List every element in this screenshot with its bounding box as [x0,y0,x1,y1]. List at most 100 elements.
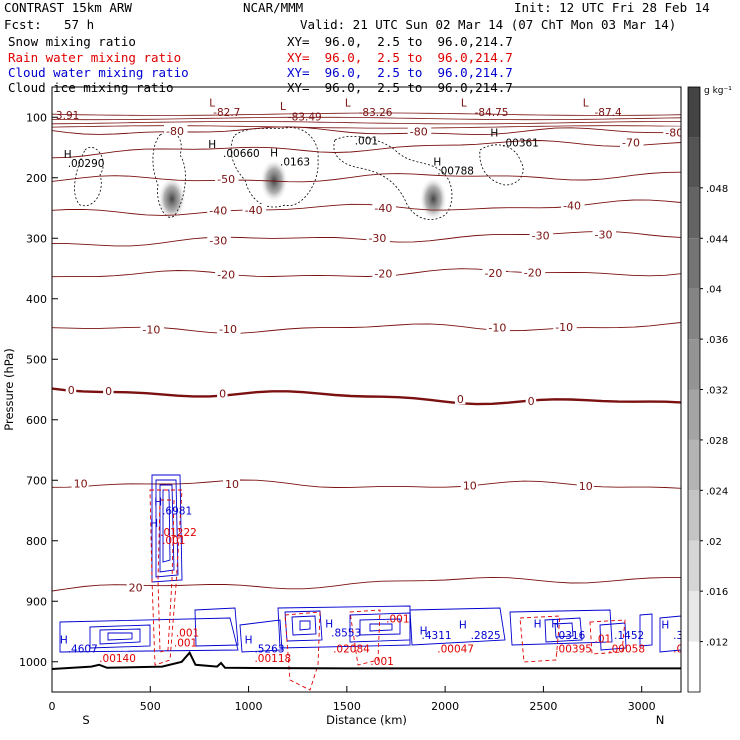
contour-label-mask [372,202,396,214]
contour-label-mask [576,479,594,491]
field-name-rain: Rain water mixing ratio [8,50,182,65]
extremum-label: -83.26 [359,107,393,119]
x-tick-label: 1000 [235,700,263,713]
contour-label-mask [126,581,144,593]
contour-label: 0 [457,393,464,406]
extremum-label: .0163 [280,157,310,169]
colorbar-swatch [688,591,700,642]
colorbar-tick-label: .012 [706,638,728,649]
rain-water-contour [157,499,175,653]
contour-label-mask [521,266,546,278]
terrain-line [52,650,681,670]
contour-label: 10 [225,478,239,491]
temperature-contour [52,171,681,183]
contour-label-mask [407,125,432,137]
colorbar-swatch [688,439,700,491]
colorbar-tick-label: .02 [706,537,722,548]
cloud-water-contour [284,610,323,642]
contour-label-mask [207,204,231,216]
cloud-ice-contour [152,131,186,218]
cloud-ice-contour [230,127,319,208]
extremum-label: .001 [176,627,199,639]
field-xy-snow: XY= 96.0, 2.5 to 96.0,214.7 [287,34,513,49]
contour-label: -80 [410,126,428,139]
extremum-label: H [64,149,72,161]
contour-label: -30 [595,229,613,242]
contour-label: -10 [219,323,237,336]
extremum-label: .01 [595,633,612,645]
colorbar-swatch [688,87,700,138]
extremum-label: 3.91 [56,110,79,122]
contour-label: 10 [74,477,88,490]
colorbar-swatch [688,137,700,188]
extremum-label: H [459,619,467,631]
cloud-ice-contour [479,144,524,186]
y-tick-label: 400 [26,293,47,306]
rain-water-contour [149,489,183,666]
cloud-water-contour [659,615,681,653]
extremum-label: -83.49 [288,111,322,123]
extremum-label: .00395 [555,644,592,656]
extremum-label: L [280,101,286,113]
extremum-label: .6981 [162,506,192,518]
colorbar-tick-label: .036 [706,335,728,346]
snow-maximum [157,176,186,221]
extremum-label: H [270,148,278,160]
extremum-label: H [208,139,216,151]
y-tick-label: 200 [26,172,47,185]
y-tick-label: 500 [26,353,47,366]
extremum-label: H [534,618,542,630]
contour-label-mask [366,232,390,244]
extremum-label: .00047 [437,644,474,656]
y-tick-label: 100 [26,111,47,124]
contour-label-mask [207,234,231,246]
cloud-water-contour [544,617,583,643]
contour-label-mask [529,229,554,241]
cloud-water-contour [349,612,411,643]
extremum-label: .00361 [502,137,539,149]
cloud-water-contour [639,613,653,647]
colorbar-swatch [688,238,700,289]
colorbar-swatch [688,288,700,340]
cloud-water-contour [277,605,411,649]
contour-label-mask [561,199,585,211]
x-axis-label: Distance (km) [326,713,407,727]
field-xy-cloud-water: XY= 96.0, 2.5 to 96.0,214.7 [287,65,513,80]
extremum-label: .00118 [254,653,291,665]
temperature-contour [52,576,681,592]
extremum-label: H [60,635,68,647]
colorbar-tick-label: .024 [706,486,728,497]
cloud-water-contour [291,615,317,636]
extremum-label: .4607 [68,644,98,656]
extremum-label: H [661,619,669,631]
temperature-contour [52,125,681,129]
extremum-label: .0316 [555,630,585,642]
cloud-water-contour [159,484,175,573]
contour-label: -30 [532,230,550,243]
contour-label-mask [482,266,506,278]
extremum-label: .1452 [614,630,644,642]
colorbar-swatch [688,339,700,390]
x-tick-label: 2500 [529,700,557,713]
contour-label: -80 [166,125,184,138]
contour-label-mask [663,126,681,138]
contour-label-mask [620,136,644,148]
extremum-label: .02084 [333,644,370,656]
extremum-label: -87.4 [595,107,622,119]
contour-label: -30 [368,232,386,245]
cloud-water-contour [155,479,179,578]
contour-label: -50 [217,173,235,186]
contour-label: -80 [665,126,683,139]
y-tick-label: 900 [26,595,47,608]
rain-water-contour [519,615,561,663]
org-label: NCAR/MMM [243,0,304,15]
extremum-label: .00140 [99,653,136,665]
contour-label: -40 [563,199,581,212]
contour-label-mask [486,321,510,333]
x-tick-label: 0 [49,700,56,713]
contour-label-mask [460,479,478,491]
cloud-water-contour [509,609,613,646]
colorbar-swatch [688,641,700,692]
y-tick-label: 300 [26,232,47,245]
cloud-water-contour [299,620,311,631]
